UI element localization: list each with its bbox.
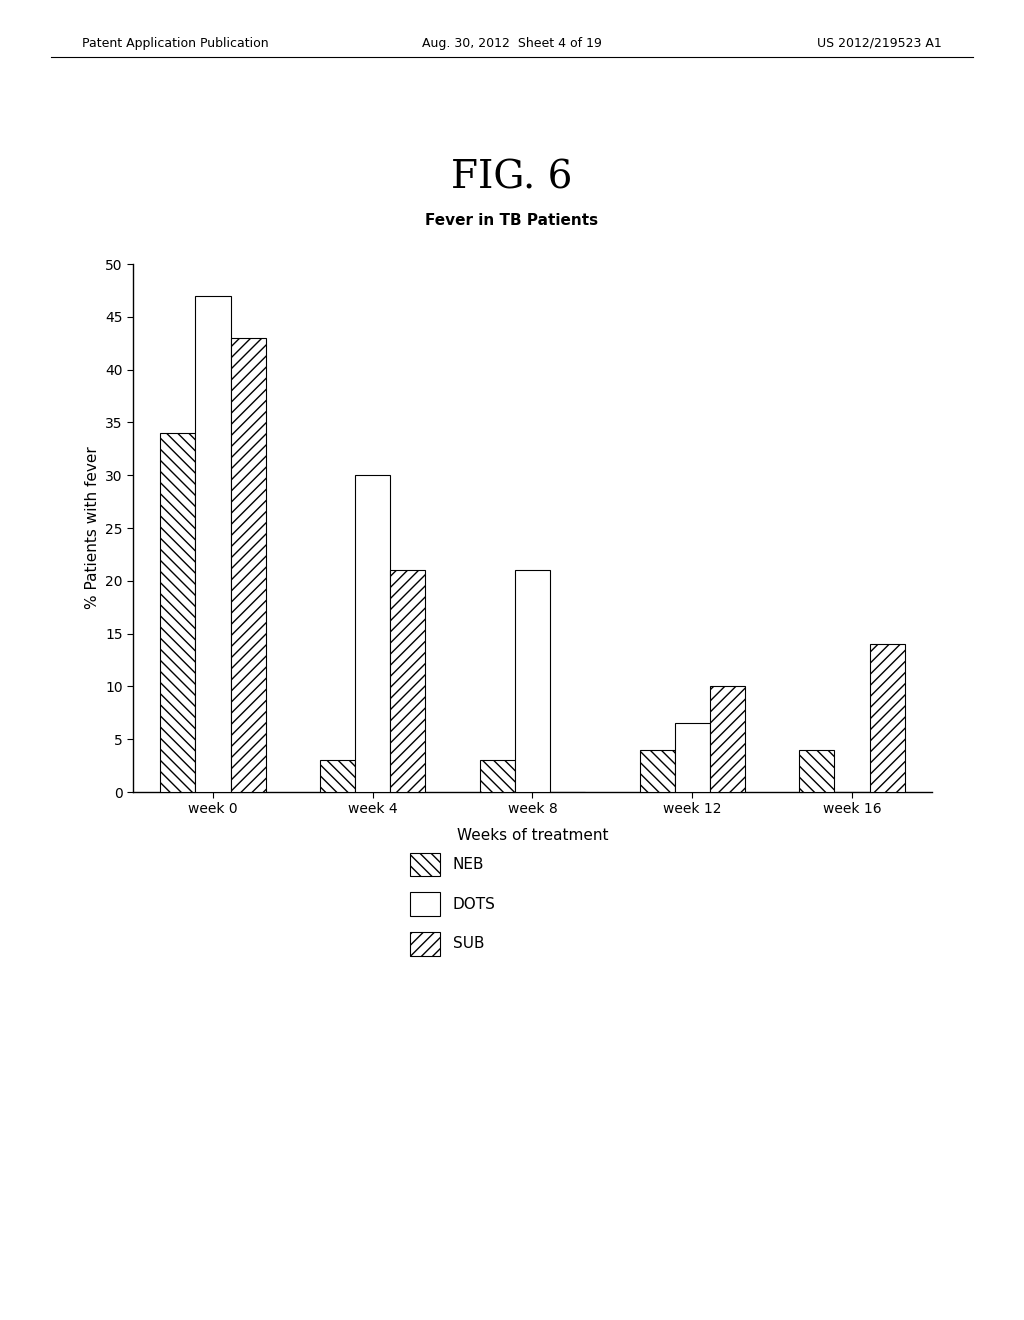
Bar — [675, 723, 710, 792]
Bar — [390, 570, 425, 792]
Text: NEB: NEB — [453, 857, 484, 873]
Text: Patent Application Publication: Patent Application Publication — [82, 37, 268, 50]
Bar — [161, 433, 196, 792]
Bar — [640, 750, 675, 792]
Text: DOTS: DOTS — [453, 896, 496, 912]
Text: FIG. 6: FIG. 6 — [452, 160, 572, 197]
Bar — [515, 570, 550, 792]
Text: Aug. 30, 2012  Sheet 4 of 19: Aug. 30, 2012 Sheet 4 of 19 — [422, 37, 602, 50]
Bar — [196, 296, 230, 792]
Text: US 2012/219523 A1: US 2012/219523 A1 — [817, 37, 942, 50]
Bar — [710, 686, 744, 792]
X-axis label: Weeks of treatment: Weeks of treatment — [457, 828, 608, 842]
Bar — [480, 760, 515, 792]
Y-axis label: % Patients with fever: % Patients with fever — [85, 446, 99, 610]
Text: Fever in TB Patients: Fever in TB Patients — [425, 213, 599, 228]
Bar — [869, 644, 904, 792]
Bar — [800, 750, 835, 792]
Text: SUB: SUB — [453, 936, 484, 952]
Bar — [230, 338, 265, 792]
Bar — [321, 760, 355, 792]
Bar — [355, 475, 390, 792]
